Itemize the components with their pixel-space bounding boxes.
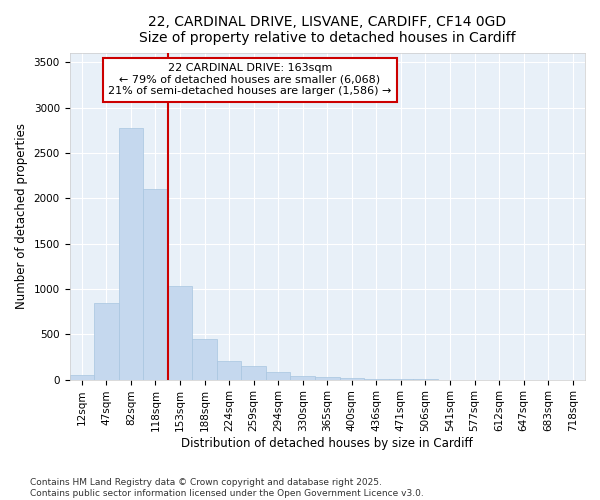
Bar bbox=[340, 378, 364, 380]
Bar bbox=[119, 128, 143, 380]
X-axis label: Distribution of detached houses by size in Cardiff: Distribution of detached houses by size … bbox=[181, 437, 473, 450]
Bar bbox=[266, 372, 290, 380]
Y-axis label: Number of detached properties: Number of detached properties bbox=[15, 124, 28, 310]
Text: 22 CARDINAL DRIVE: 163sqm
← 79% of detached houses are smaller (6,068)
21% of se: 22 CARDINAL DRIVE: 163sqm ← 79% of detac… bbox=[108, 63, 392, 96]
Bar bbox=[315, 377, 340, 380]
Bar bbox=[192, 339, 217, 380]
Bar bbox=[143, 190, 168, 380]
Bar bbox=[364, 379, 389, 380]
Bar bbox=[94, 302, 119, 380]
Bar bbox=[241, 366, 266, 380]
Bar bbox=[290, 376, 315, 380]
Bar bbox=[217, 362, 241, 380]
Title: 22, CARDINAL DRIVE, LISVANE, CARDIFF, CF14 0GD
Size of property relative to deta: 22, CARDINAL DRIVE, LISVANE, CARDIFF, CF… bbox=[139, 15, 515, 45]
Bar bbox=[168, 286, 192, 380]
Text: Contains HM Land Registry data © Crown copyright and database right 2025.
Contai: Contains HM Land Registry data © Crown c… bbox=[30, 478, 424, 498]
Bar bbox=[70, 374, 94, 380]
